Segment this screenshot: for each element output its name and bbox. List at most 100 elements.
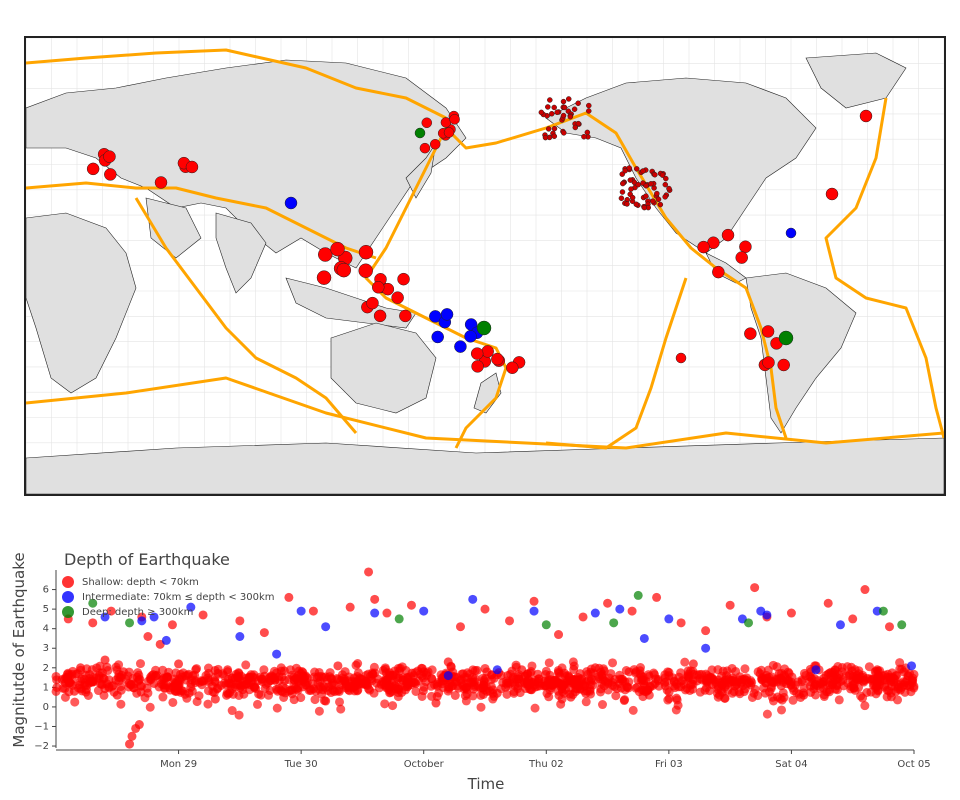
shallow-quake-point[interactable] <box>530 703 540 713</box>
map-quake-marker[interactable] <box>650 198 656 204</box>
shallow-quake-point[interactable] <box>293 683 303 693</box>
shallow-quake-point[interactable] <box>611 691 621 701</box>
shallow-quake-point[interactable] <box>296 693 306 703</box>
shallow-quake-point[interactable] <box>210 694 220 704</box>
map-quake-marker[interactable] <box>399 309 412 323</box>
map-quake-marker[interactable] <box>440 308 454 321</box>
shallow-quake-point[interactable] <box>701 626 711 636</box>
shallow-quake-point[interactable] <box>672 679 682 689</box>
shallow-quake-point[interactable] <box>149 678 159 688</box>
map-quake-marker[interactable] <box>316 270 332 285</box>
shallow-quake-point[interactable] <box>777 705 787 715</box>
intermediate-quake-point[interactable] <box>762 610 772 620</box>
shallow-quake-point[interactable] <box>461 696 471 706</box>
intermediate-quake-point[interactable] <box>701 643 711 653</box>
map-quake-marker[interactable] <box>431 330 444 344</box>
shallow-quake-point[interactable] <box>366 674 376 684</box>
shallow-quake-point[interactable] <box>325 672 335 682</box>
shallow-quake-point[interactable] <box>566 692 576 702</box>
map-quake-marker[interactable] <box>859 109 873 123</box>
map-quake-marker[interactable] <box>86 162 100 176</box>
shallow-quake-point[interactable] <box>624 677 634 687</box>
map-quake-marker[interactable] <box>586 108 592 114</box>
shallow-quake-point[interactable] <box>903 671 913 681</box>
map-quake-marker[interactable] <box>358 244 374 260</box>
intermediate-quake-point[interactable] <box>443 671 453 681</box>
shallow-quake-point[interactable] <box>565 676 575 686</box>
shallow-quake-point[interactable] <box>241 660 251 670</box>
shallow-quake-point[interactable] <box>203 673 213 683</box>
intermediate-quake-point[interactable] <box>639 633 649 643</box>
shallow-quake-point[interactable] <box>168 697 178 707</box>
map-quake-marker[interactable] <box>551 104 557 111</box>
legend-item-deep[interactable]: Deep: depth ≥ 300km <box>62 606 193 618</box>
shallow-quake-point[interactable] <box>100 655 110 665</box>
intermediate-quake-point[interactable] <box>149 612 159 622</box>
shallow-quake-point[interactable] <box>116 699 126 709</box>
shallow-quake-point[interactable] <box>581 697 591 707</box>
shallow-quake-point[interactable] <box>198 610 208 620</box>
shallow-quake-point[interactable] <box>127 731 137 741</box>
shallow-quake-point[interactable] <box>620 695 630 705</box>
shallow-quake-point[interactable] <box>259 628 269 638</box>
shallow-quake-point[interactable] <box>411 686 421 696</box>
shallow-quake-point[interactable] <box>505 616 515 626</box>
map-quake-marker[interactable] <box>330 241 345 257</box>
intermediate-quake-point[interactable] <box>272 649 282 659</box>
shallow-quake-point[interactable] <box>686 666 696 676</box>
shallow-quake-point[interactable] <box>695 687 705 697</box>
map-quake-marker[interactable] <box>104 168 117 181</box>
map-quake-marker[interactable] <box>549 110 555 117</box>
shallow-quake-point[interactable] <box>413 676 423 686</box>
shallow-quake-point[interactable] <box>264 673 274 683</box>
shallow-quake-point[interactable] <box>841 670 851 680</box>
legend[interactable]: Depth of Earthquake Shallow: depth < 70k… <box>62 550 275 618</box>
shallow-quake-point[interactable] <box>337 680 347 690</box>
shallow-quake-point[interactable] <box>427 673 437 683</box>
shallow-quake-point[interactable] <box>321 696 331 706</box>
shallow-quake-point[interactable] <box>427 691 437 701</box>
intermediate-quake-point[interactable] <box>370 608 380 618</box>
shallow-quake-point[interactable] <box>136 687 146 697</box>
shallow-quake-point[interactable] <box>335 697 345 707</box>
map-quake-marker[interactable] <box>643 193 649 199</box>
shallow-quake-point[interactable] <box>858 693 868 703</box>
intermediate-quake-point[interactable] <box>529 606 539 616</box>
map-quake-marker[interactable] <box>697 240 710 254</box>
shallow-quake-point[interactable] <box>308 606 318 616</box>
map-quake-marker[interactable] <box>663 175 669 182</box>
shallow-quake-point[interactable] <box>238 685 248 695</box>
shallow-quake-point[interactable] <box>85 673 95 683</box>
map-quake-marker[interactable] <box>449 114 460 125</box>
map-quake-marker[interactable] <box>628 186 634 192</box>
shallow-quake-point[interactable] <box>478 673 488 683</box>
shallow-quake-point[interactable] <box>284 675 294 685</box>
shallow-quake-point[interactable] <box>443 657 453 667</box>
shallow-quake-point[interactable] <box>806 687 816 697</box>
shallow-quake-point[interactable] <box>410 668 420 678</box>
shallow-quake-point[interactable] <box>124 682 134 692</box>
map-quake-marker[interactable] <box>629 194 636 201</box>
shallow-quake-point[interactable] <box>58 683 68 693</box>
shallow-quake-point[interactable] <box>813 676 823 686</box>
shallow-quake-point[interactable] <box>671 705 681 715</box>
shallow-quake-point[interactable] <box>480 604 490 614</box>
shallow-quake-point[interactable] <box>468 673 478 683</box>
map-quake-marker[interactable] <box>620 180 626 187</box>
shallow-quake-point[interactable] <box>578 612 588 622</box>
shallow-quake-point[interactable] <box>394 682 404 692</box>
deep-quake-point[interactable] <box>541 620 551 630</box>
shallow-quake-point[interactable] <box>768 660 778 670</box>
shallow-quake-point[interactable] <box>786 608 796 618</box>
map-quake-marker[interactable] <box>481 345 494 358</box>
map-quake-marker[interactable] <box>491 352 504 366</box>
shallow-quake-point[interactable] <box>799 690 809 700</box>
shallow-quake-point[interactable] <box>186 682 196 692</box>
map-quake-marker[interactable] <box>373 309 387 323</box>
shallow-quake-point[interactable] <box>114 660 124 670</box>
shallow-quake-point[interactable] <box>103 666 113 676</box>
shallow-quake-point[interactable] <box>835 676 845 686</box>
map-quake-marker[interactable] <box>545 104 551 110</box>
shallow-quake-point[interactable] <box>727 688 737 698</box>
map-quake-marker[interactable] <box>586 102 592 109</box>
